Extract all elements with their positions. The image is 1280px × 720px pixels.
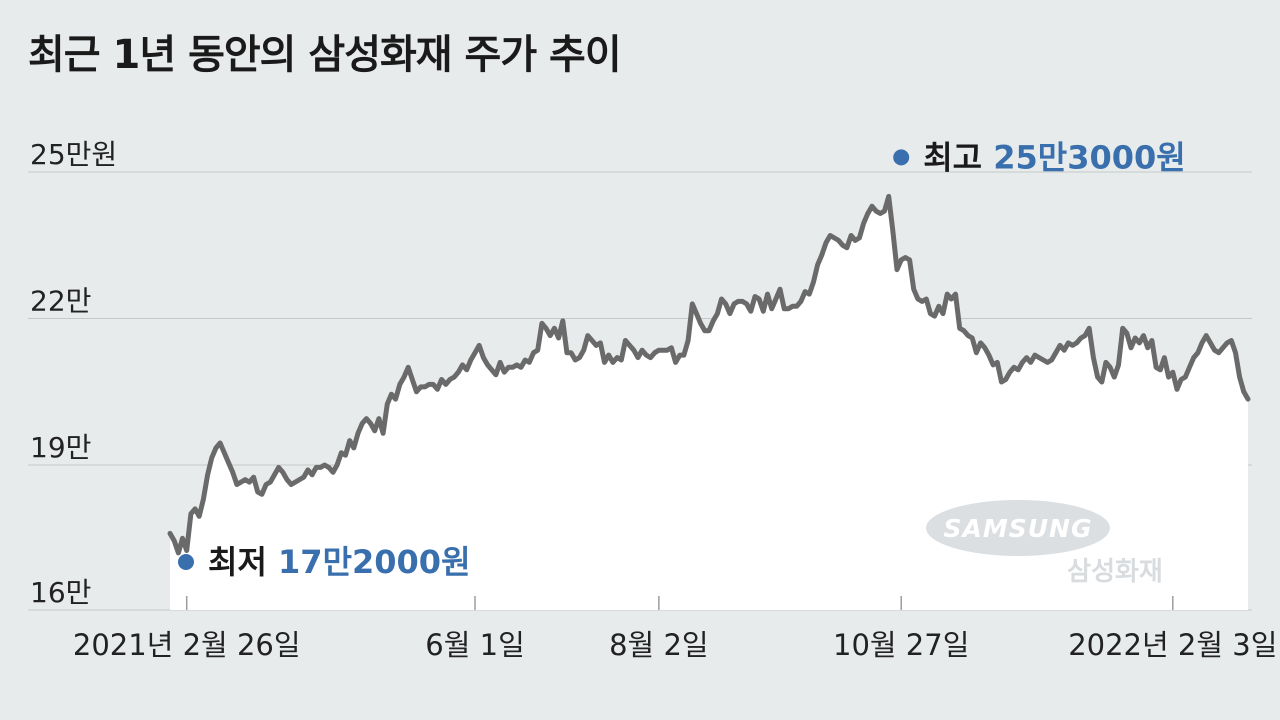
samsung-fire-name: 삼성화재 [1067, 557, 1163, 587]
min-annotation: 최저 17만2000원 [208, 543, 471, 581]
max-marker [893, 149, 910, 166]
min-marker [178, 554, 194, 570]
x-tick-label: 6월 1일 [425, 628, 524, 662]
chart-title: 최근 1년 동안의 삼성화재 주가 추이 [28, 32, 622, 78]
y-tick-label: 25만원 [30, 138, 117, 171]
y-tick-label: 22만 [30, 285, 91, 318]
x-tick-label: 10월 27일 [833, 628, 969, 662]
max-annotation-label: 최고 [923, 138, 993, 176]
y-axis-ticks: 25만원 22만 19만 16만 [30, 138, 117, 609]
samsung-logo-ellipse [926, 500, 1110, 556]
samsung-logo-text: SAMSUNG [944, 514, 1093, 543]
max-annotation-value: 25만3000원 [993, 138, 1185, 176]
chart-annotations: 최저 17만2000원 최고 25만3000원 [178, 138, 1186, 581]
x-tick-label: 2021년 2월 26일 [73, 628, 301, 662]
x-axis-ticks: 2021년 2월 26일 6월 1일 8월 2일 10월 27일 2022년 2월 3일 [73, 596, 1277, 662]
x-tick-label: 8월 2일 [609, 628, 708, 662]
min-annotation-label: 최저 [208, 543, 278, 581]
min-annotation-value: 17만2000원 [278, 543, 470, 581]
x-tick-label: 2022년 2월 3일 [1068, 628, 1277, 662]
y-tick-label: 19만 [30, 431, 91, 464]
samsung-watermark: SAMSUNG 삼성화재 [926, 500, 1163, 587]
price-line [167, 193, 1251, 556]
max-annotation: 최고 25만3000원 [923, 138, 1186, 176]
y-tick-label: 16만 [30, 576, 91, 609]
